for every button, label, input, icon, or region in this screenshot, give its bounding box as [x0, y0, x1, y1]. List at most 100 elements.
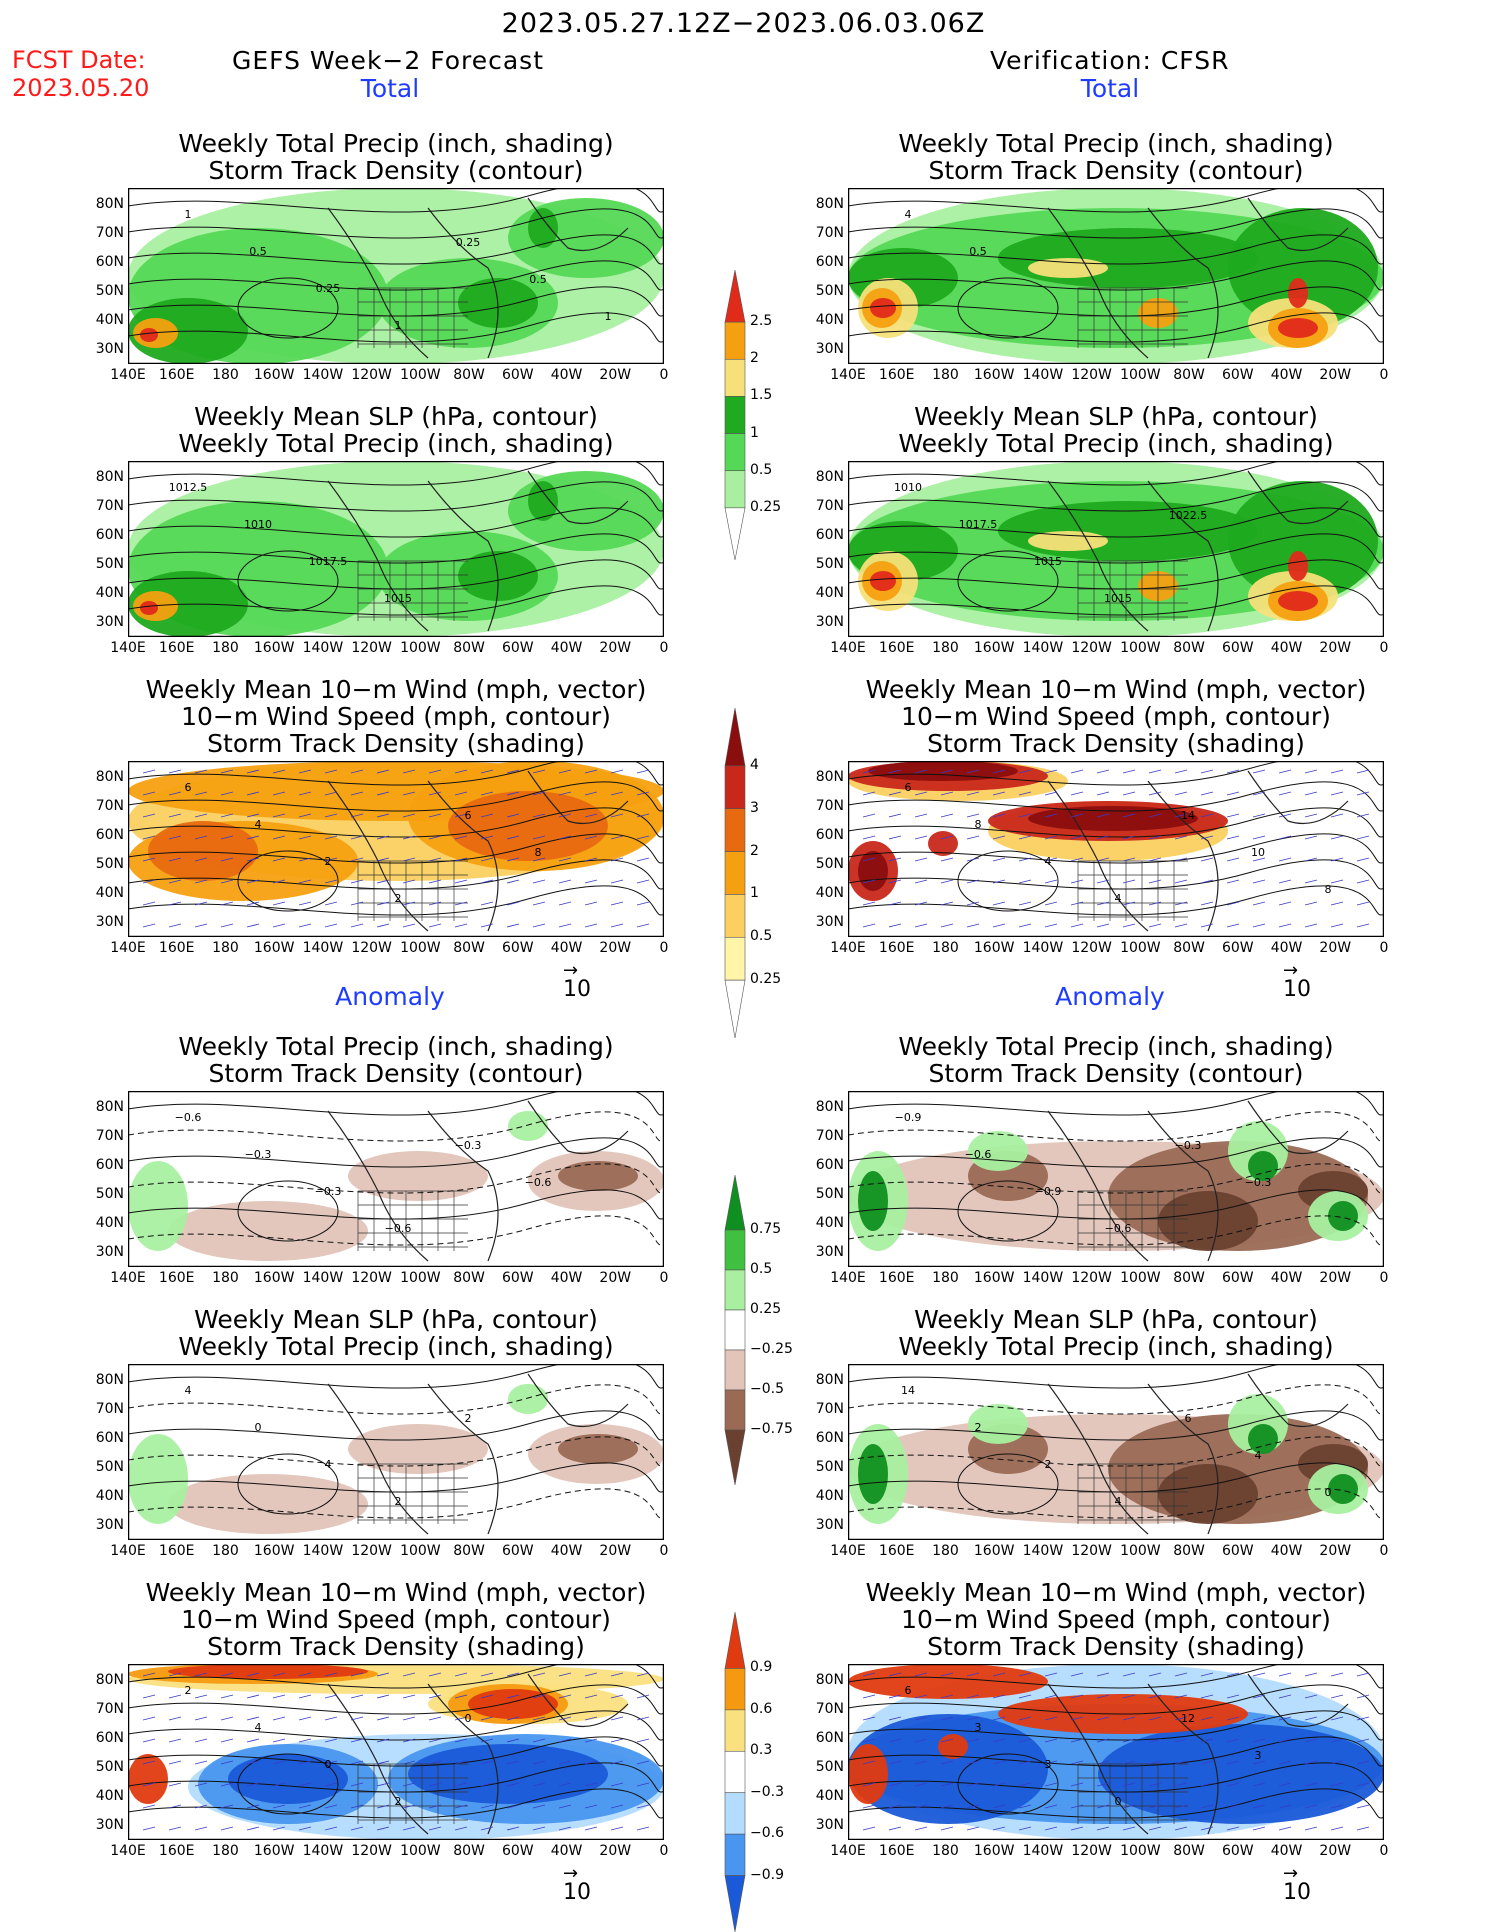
wind-vector [1122, 1760, 1136, 1765]
colorbar-segment [724, 765, 746, 810]
wind-vector [194, 901, 208, 906]
contour-line [957, 1753, 1059, 1815]
wind-vector [350, 901, 364, 906]
lon-tick-label: 20W [599, 940, 632, 956]
shading-area [128, 1434, 188, 1524]
wind-vector [376, 813, 390, 818]
wind-vector [1018, 835, 1032, 840]
contour-label: 2 [395, 892, 402, 905]
wind-vector [428, 1782, 442, 1787]
wind-vector [1096, 769, 1110, 774]
wind-vector [1044, 791, 1058, 796]
lon-tick-label: 160E [878, 640, 915, 656]
wind-vector [532, 1760, 546, 1765]
panel-title-line: 10−m Wind Speed (mph, contour) [181, 1605, 611, 1634]
wind-vector [506, 1760, 520, 1765]
wind-vector [428, 1826, 442, 1831]
wind-vector [454, 1826, 468, 1831]
contour-line [848, 188, 1384, 213]
wind-vector [298, 857, 312, 862]
contour-label: −0.3 [1175, 1139, 1202, 1152]
wind-vector [1148, 791, 1162, 796]
wind-vector [584, 1672, 598, 1677]
shading-area [528, 481, 558, 521]
wind-vector [558, 1738, 572, 1743]
lon-tick-label: 80W [1173, 367, 1205, 383]
wind-vector [1226, 1826, 1240, 1831]
lon-tick-label: 40W [550, 1270, 583, 1286]
lon-tick-label: 20W [599, 640, 632, 656]
wind-vector [940, 1826, 954, 1831]
wind-vector [966, 1672, 980, 1677]
lon-tick-label: 0 [1379, 1543, 1389, 1559]
wind-vector [1200, 923, 1214, 928]
lon-tick-label: 40W [550, 640, 583, 656]
panel-title-line: Weekly Mean SLP (hPa, contour) [194, 402, 598, 431]
wind-vector [376, 1694, 390, 1699]
wind-vector [272, 791, 286, 796]
wind-vector [1018, 901, 1032, 906]
lon-tick-label: 180 [932, 367, 959, 383]
wind-vector [1226, 835, 1240, 840]
lat-tick-label: 70N [815, 1128, 844, 1144]
lat-tick-label: 30N [95, 1517, 124, 1533]
wind-vector [1044, 1826, 1058, 1831]
wind-vector [142, 1826, 156, 1831]
wind-vector [1278, 1804, 1292, 1809]
wind-vector [1356, 1782, 1370, 1787]
wind-vector [610, 1782, 624, 1787]
shading-area [528, 208, 558, 248]
lat-tick-label: 80N [95, 1672, 124, 1688]
colorbar-segment [724, 358, 746, 397]
wind-vector [168, 1738, 182, 1743]
wind-vector [272, 1804, 286, 1809]
wind-vector [1044, 769, 1058, 774]
contour-line [128, 781, 664, 812]
lon-tick-label: 160W [253, 940, 295, 956]
wind-vector [888, 769, 902, 774]
panel-title-line: Storm Track Density (contour) [208, 1059, 584, 1088]
wind-vector [610, 813, 624, 818]
colorbar [724, 707, 746, 1039]
wind-vector [1070, 769, 1084, 774]
lat-tick-label: 30N [815, 1817, 844, 1833]
colorbar-segment [724, 1833, 746, 1876]
wind-vector [610, 901, 624, 906]
shading-area [1328, 1201, 1358, 1231]
colorbar-label: −0.75 [750, 1421, 793, 1437]
wind-vector [324, 1826, 338, 1831]
wind-vector [862, 1694, 876, 1699]
contour-label: 4 [255, 1721, 262, 1734]
wind-vector [246, 769, 260, 774]
lat-tick-label: 70N [95, 1401, 124, 1417]
wind-vector [324, 769, 338, 774]
wind-vector [1304, 791, 1318, 796]
contour-line [957, 1180, 1059, 1242]
wind-vector [168, 1826, 182, 1831]
contour-line [957, 550, 1059, 612]
wind-vector [1330, 879, 1344, 884]
lat-tick-label: 60N [95, 527, 124, 543]
wind-vector [1148, 1672, 1162, 1677]
lon-tick-label: 140W [1022, 367, 1064, 383]
wind-vector [1044, 1694, 1058, 1699]
wind-vector [142, 879, 156, 884]
lat-tick-label: 70N [815, 225, 844, 241]
wind-vector [1252, 791, 1266, 796]
lat-tick-label: 60N [815, 827, 844, 843]
colorbar-segment [724, 851, 746, 895]
wind-vector [480, 1804, 494, 1809]
wind-vector [584, 835, 598, 840]
wind-vector [992, 835, 1006, 840]
wind-vector [480, 1760, 494, 1765]
wind-vector [272, 1716, 286, 1721]
wind-vector [428, 1760, 442, 1765]
contour-line [848, 1137, 1384, 1168]
wind-vector [1070, 1782, 1084, 1787]
wind-vector [558, 813, 572, 818]
wind-vector [454, 835, 468, 840]
wind-vector [1200, 1826, 1214, 1831]
wind-vector [402, 1782, 416, 1787]
contour-label: 1015 [1034, 555, 1062, 568]
wind-vector [914, 769, 928, 774]
